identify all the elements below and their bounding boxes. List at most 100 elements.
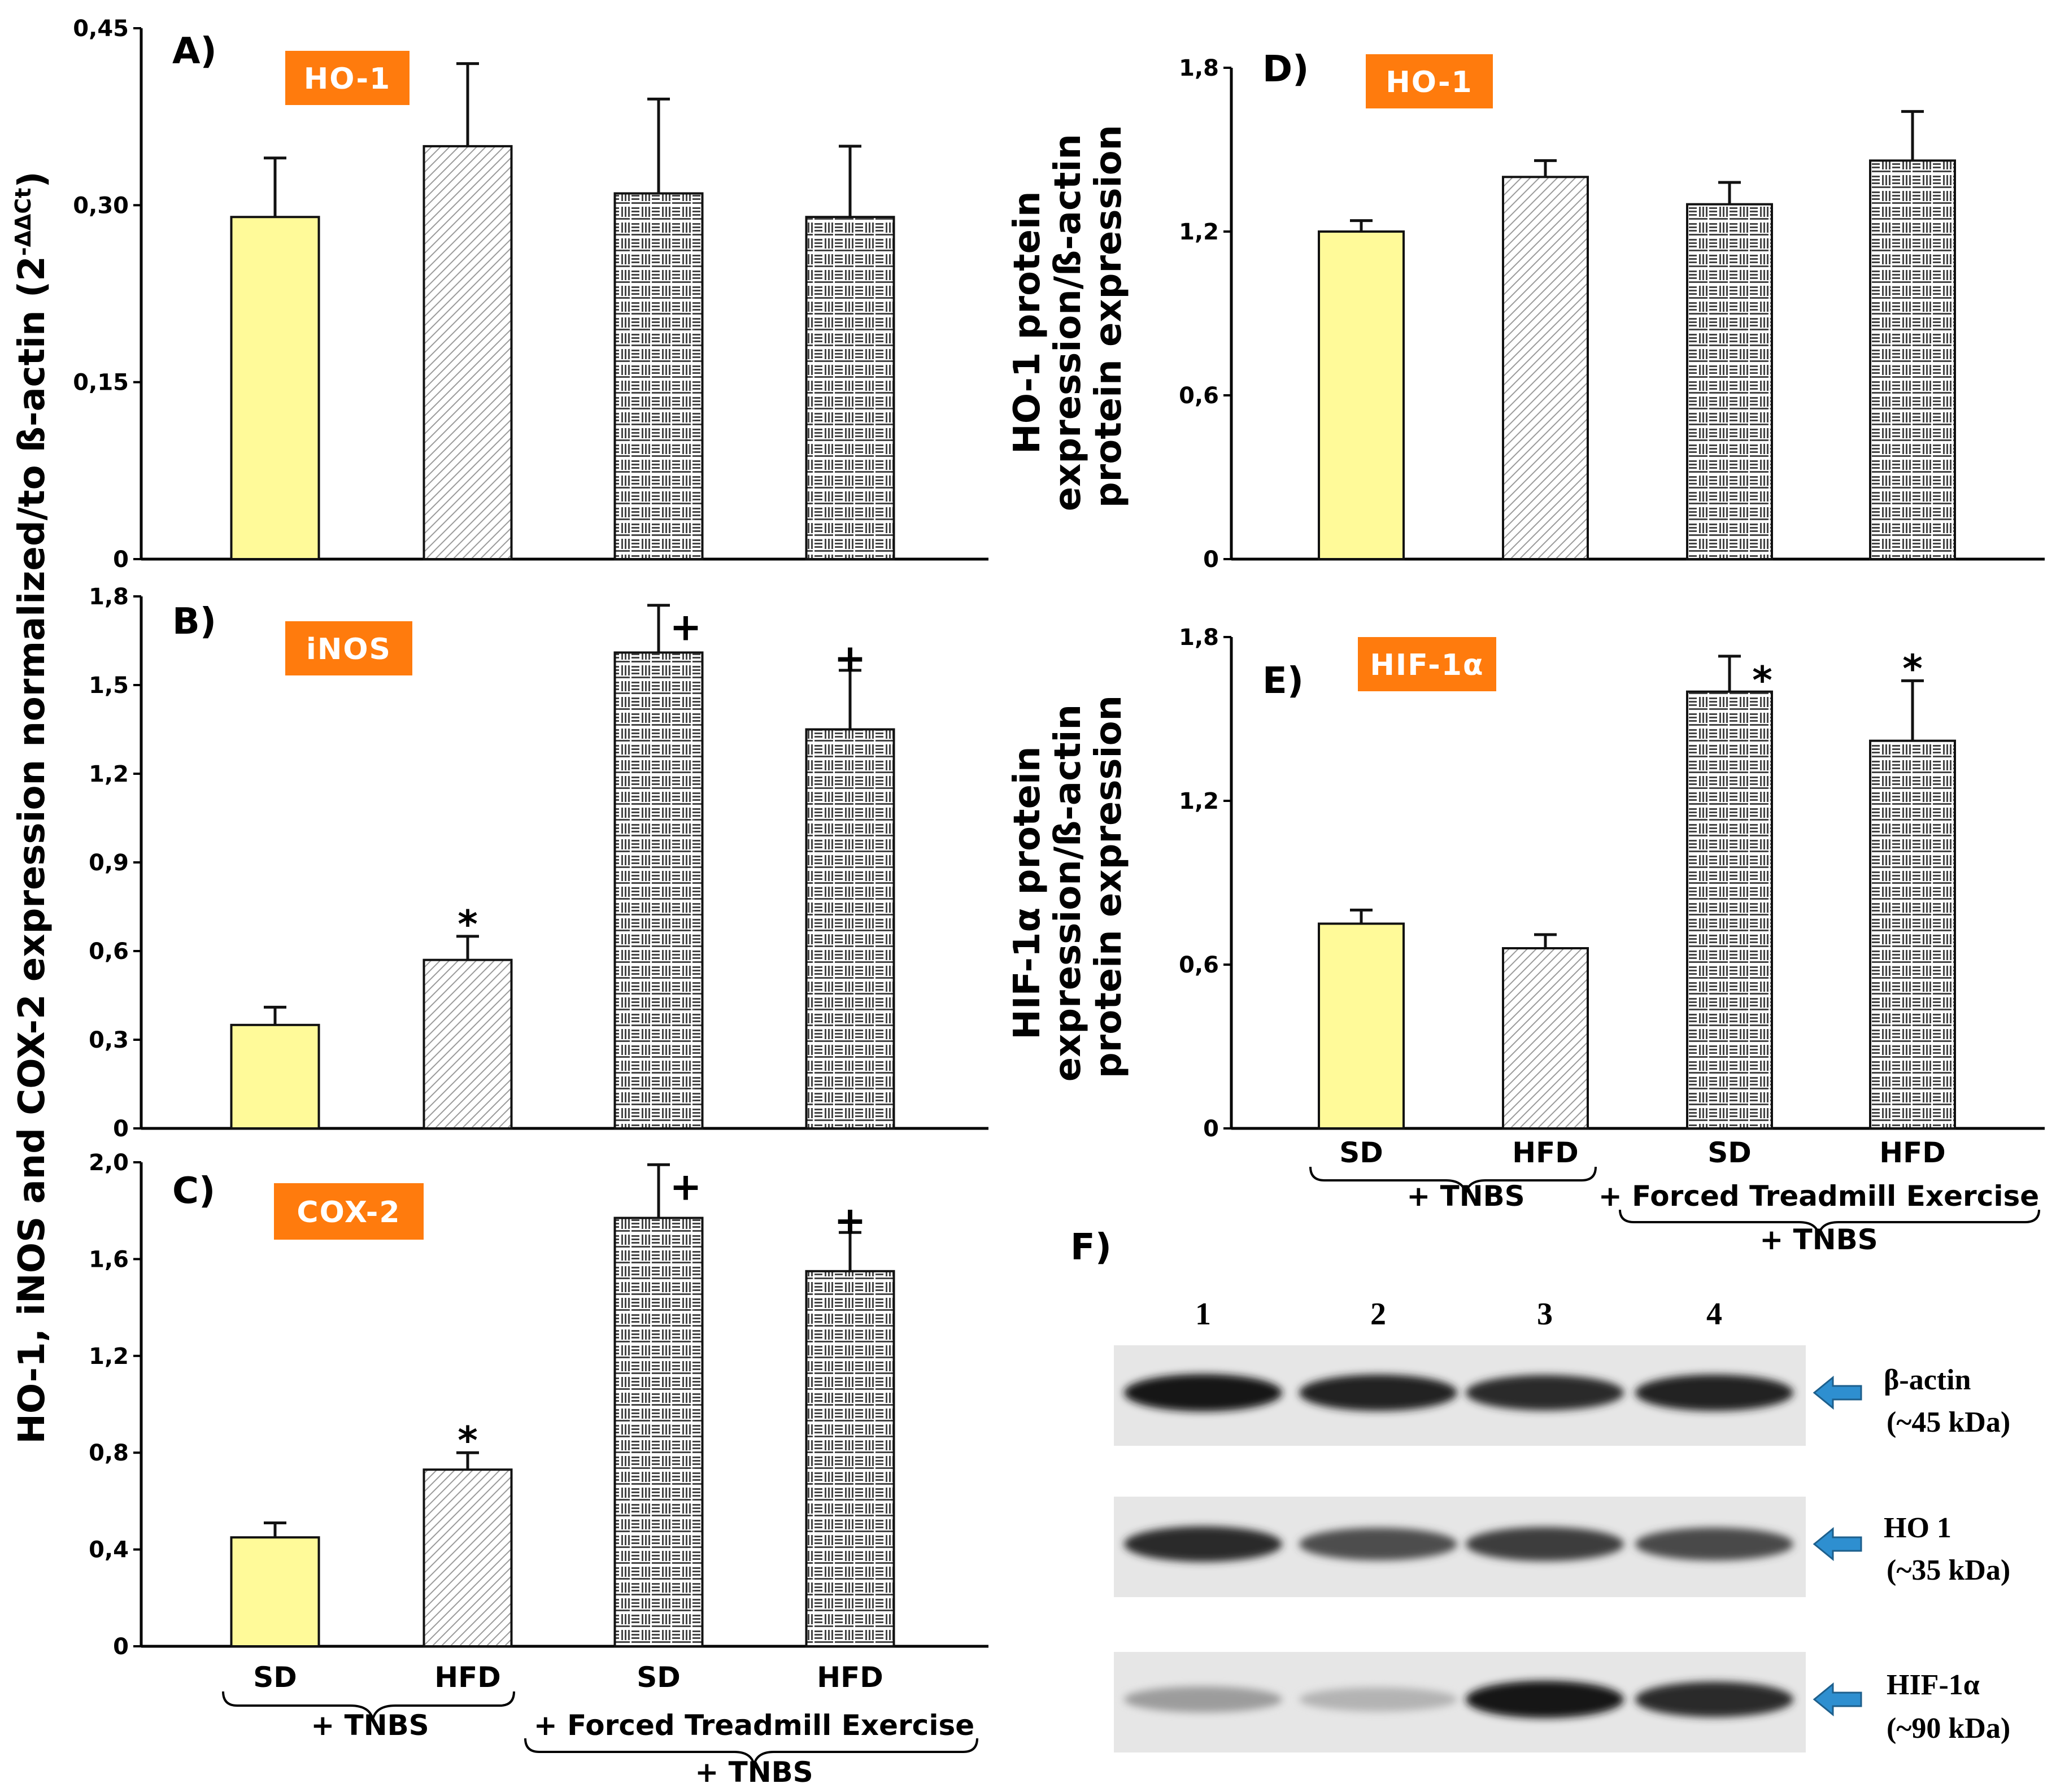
blot-band [1124, 1686, 1282, 1712]
group2-label-line1: + Forced Treadmill Exercise [534, 1709, 974, 1742]
x-cat-sd-1-right: SD [1339, 1136, 1383, 1169]
y-tick-label: 1,2 [89, 1344, 129, 1370]
panel-e-y-label-line2: expression/ß-actin [1047, 704, 1089, 1082]
bar-sd-3 [1686, 690, 1773, 1130]
group2-label-line2-right: + TNBS [1759, 1223, 1878, 1256]
blot-band [1466, 1680, 1624, 1719]
blot-band [1635, 1527, 1793, 1561]
panel-e-y-label-line3: protein expression [1088, 695, 1130, 1078]
y-tick-label: 0,6 [89, 939, 129, 965]
significance-mark: + [834, 636, 866, 681]
bar-sd-3 [1686, 203, 1773, 560]
y-tick-label: 0,8 [89, 1440, 129, 1466]
y-tick-label: 0,45 [73, 16, 129, 42]
y-tick-label: 0 [113, 1116, 129, 1142]
y-tick-label: 2,0 [89, 1150, 129, 1176]
significance-mark: * [458, 1419, 478, 1463]
bar-sd-1 [1318, 230, 1405, 560]
bar-hfd-4 [805, 728, 895, 1130]
blot-rows [1114, 1345, 1862, 1752]
bar-sd-3 [613, 192, 704, 560]
panel-title-badge [274, 1183, 424, 1240]
arrow-left-icon [1813, 1682, 1862, 1717]
blot-label-ho1: HO 1 [1884, 1512, 1952, 1544]
significance-mark: + [670, 605, 702, 650]
panel-title: HO-1 [304, 62, 391, 96]
panel-title: HIF-1α [1370, 648, 1484, 682]
lane-number-1: 1 [1195, 1297, 1211, 1332]
panel-letter: C) [172, 1170, 215, 1212]
blot-label-hif1a: HIF-1α [1887, 1669, 1980, 1701]
panel-title: iNOS [306, 633, 391, 666]
y-tick-label: 0 [1203, 1116, 1219, 1142]
x-cat-hfd-1-right: HFD [1512, 1136, 1579, 1169]
x-cat-hfd-1: HFD [434, 1661, 501, 1694]
y-tick-label: 0,6 [1179, 383, 1219, 409]
bar-hfd-4 [1869, 159, 1956, 561]
blot-size-hif1a: (~90 kDa) [1887, 1712, 2010, 1745]
y-tick-label: 0,30 [73, 193, 129, 219]
bar-sd-1 [230, 1023, 320, 1130]
panel-letter: B) [172, 601, 216, 643]
y-tick-label: 0,9 [89, 850, 129, 876]
panel-a: 0 0,15 0,30 0,45 A) HO-1 [73, 16, 988, 573]
panel-d-y-axis-label: HO-1 protein expression/ß-actin protein … [1007, 121, 1130, 512]
lane-number-4: 4 [1706, 1297, 1722, 1332]
y-tick-label: 1,8 [89, 584, 129, 610]
bar-hfd-2 [1502, 176, 1589, 561]
blot-band [1299, 1374, 1457, 1411]
bar-sd-1 [230, 216, 320, 560]
western-blot-panel: F) 1 2 3 4 β-actin (~45 kDa) HO 1 (~35 k… [1070, 1227, 2010, 1752]
y-tick-label: 0,3 [89, 1027, 129, 1053]
group2-brace-right [1619, 1209, 2040, 1235]
y-tick-label: 0,4 [89, 1537, 129, 1563]
bar-sd-3 [613, 651, 704, 1130]
blot-band [1124, 1374, 1282, 1412]
arrow-left-icon [1813, 1527, 1862, 1562]
panel-e-y-axis-label: HIF-1α protein expression/ß-actin protei… [1007, 692, 1130, 1082]
group2-brace [524, 1738, 978, 1765]
bar-sd-3 [613, 1217, 704, 1647]
blot-band [1124, 1526, 1282, 1562]
y-tick-label: 0 [113, 547, 129, 573]
panel-title: HO-1 [1386, 66, 1473, 99]
bar-sd-1 [230, 1536, 320, 1648]
arrow-left-icon [1813, 1375, 1862, 1410]
bar-sd-1 [1318, 922, 1405, 1130]
significance-mark: * [458, 902, 478, 947]
y-tick-label: 1,6 [89, 1246, 129, 1272]
panel-letter: D) [1262, 49, 1309, 90]
panel-title-badge [285, 51, 410, 105]
x-cat-hfd-2-right: HFD [1879, 1136, 1946, 1169]
panel-letter: E) [1262, 660, 1304, 702]
blot-labels: β-actin (~45 kDa) HO 1 (~35 kDa) HIF-1α … [1884, 1364, 2010, 1745]
bar-hfd-4 [1869, 739, 1956, 1130]
panel-letter: A) [172, 30, 217, 72]
significance-mark: + [834, 1198, 866, 1243]
x-cat-sd-2: SD [637, 1661, 681, 1694]
panel-f-letter: F) [1070, 1227, 1112, 1268]
bar-hfd-2 [422, 958, 513, 1130]
significance-mark: * [1752, 659, 1772, 703]
group1-label: + TNBS [311, 1709, 429, 1742]
blot-size-ho1: (~35 kDa) [1887, 1554, 2010, 1586]
blot-band [1299, 1528, 1457, 1560]
group1-brace [222, 1691, 515, 1720]
left-y-axis-label-superscript: -ΔΔCt [11, 188, 36, 256]
panel-title-badge [1358, 637, 1496, 691]
group2-label-line2: + TNBS [695, 1756, 813, 1789]
blot-band [1299, 1687, 1457, 1712]
lane-number-3: 3 [1537, 1297, 1553, 1332]
panel-e-y-label-line1: HIF-1α protein [1007, 746, 1048, 1039]
y-tick-label: 1,2 [1179, 788, 1219, 814]
x-cat-sd-1: SD [253, 1661, 297, 1694]
panel-d-y-label-line2: expression/ß-actin [1047, 134, 1089, 511]
y-tick-label: 0,6 [1179, 952, 1219, 978]
panel-c: 0 0,4 0,8 1,2 1,6 2,0 * + + C) COX-2 [89, 1150, 988, 1660]
bar-hfd-2 [422, 145, 513, 560]
group1-label-right: + TNBS [1406, 1180, 1524, 1213]
right-x-axis-labels: SD HFD SD HFD + TNBS + Forced Treadmill … [1309, 1136, 2040, 1256]
blot-row-2 [1114, 1497, 1862, 1597]
panel-d-y-label-line3: protein expression [1088, 125, 1130, 508]
